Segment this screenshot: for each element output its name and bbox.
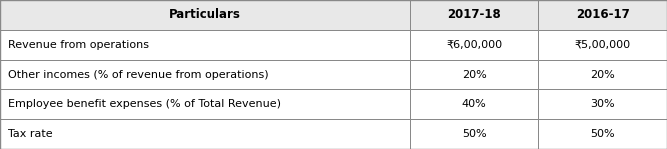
Text: 30%: 30%: [590, 99, 615, 109]
Bar: [410, 89, 538, 119]
Text: Other incomes (% of revenue from operations): Other incomes (% of revenue from operati…: [8, 69, 269, 80]
Bar: [538, 0, 667, 30]
Text: 50%: 50%: [462, 129, 486, 139]
Text: 20%: 20%: [590, 69, 615, 80]
Text: 2017-18: 2017-18: [448, 8, 501, 21]
Bar: [410, 119, 538, 149]
Bar: [538, 60, 667, 89]
Text: ₹5,00,000: ₹5,00,000: [574, 40, 631, 50]
Text: 20%: 20%: [462, 69, 487, 80]
Bar: [0, 119, 410, 149]
Bar: [538, 119, 667, 149]
Bar: [0, 0, 410, 30]
Text: Revenue from operations: Revenue from operations: [8, 40, 149, 50]
Bar: [410, 0, 538, 30]
Text: Particulars: Particulars: [169, 8, 241, 21]
Bar: [410, 60, 538, 89]
Bar: [0, 30, 410, 60]
Bar: [538, 30, 667, 60]
Text: 50%: 50%: [590, 129, 615, 139]
Bar: [0, 60, 410, 89]
Text: ₹6,00,000: ₹6,00,000: [446, 40, 502, 50]
Text: Employee benefit expenses (% of Total Revenue): Employee benefit expenses (% of Total Re…: [8, 99, 281, 109]
Bar: [410, 30, 538, 60]
Bar: [0, 89, 410, 119]
Text: 2016-17: 2016-17: [576, 8, 630, 21]
Text: Tax rate: Tax rate: [8, 129, 53, 139]
Bar: [538, 89, 667, 119]
Text: 40%: 40%: [462, 99, 487, 109]
